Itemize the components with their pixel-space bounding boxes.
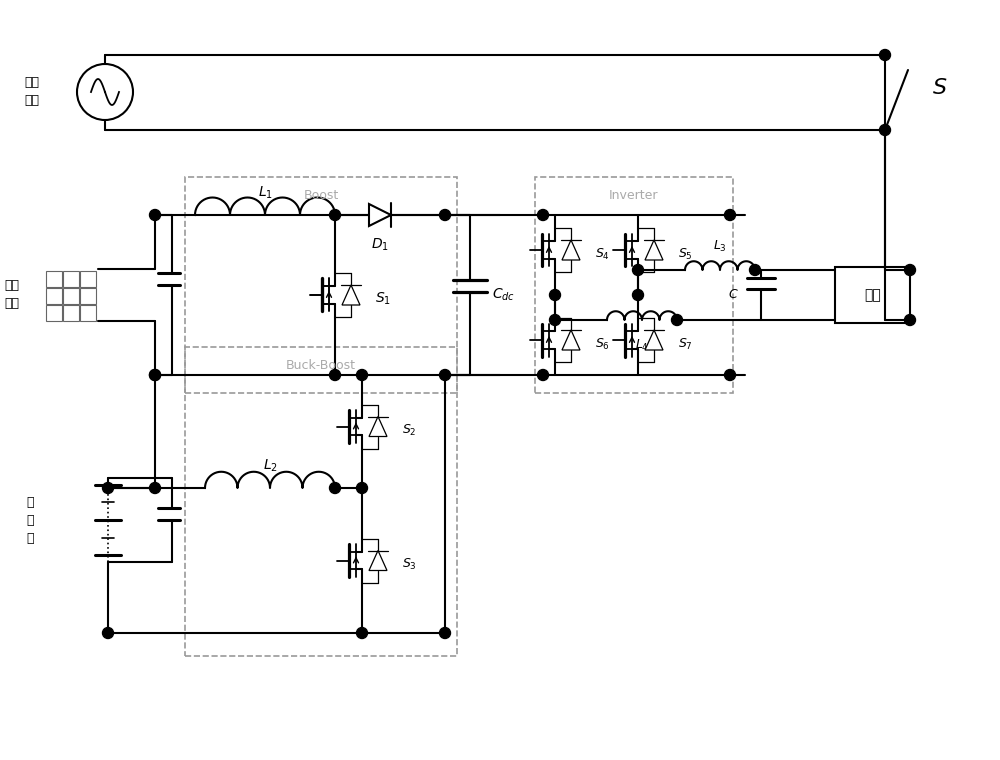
Text: 光伏
组件: 光伏 组件 [5,280,20,311]
Circle shape [356,369,368,381]
Bar [185,177,457,393]
Bar [80,271,96,287]
Polygon shape [369,204,391,226]
Circle shape [103,483,114,493]
Bar [46,305,62,321]
Circle shape [725,210,736,220]
Bar [46,271,62,287]
Polygon shape [342,285,360,305]
Circle shape [672,315,682,325]
Text: $S_7$: $S_7$ [678,337,693,352]
Text: $L_4$: $L_4$ [635,338,649,353]
Text: Boost: Boost [303,189,339,202]
Text: Inverter: Inverter [609,189,659,202]
Circle shape [550,315,560,325]
Bar [80,288,96,304]
Circle shape [150,210,160,220]
Bar [63,305,79,321]
Circle shape [150,483,160,493]
Circle shape [440,628,450,638]
Polygon shape [369,550,387,571]
Bar [63,288,79,304]
Circle shape [330,210,340,220]
Circle shape [725,369,736,381]
Circle shape [150,369,160,381]
Text: $C_{dc}$: $C_{dc}$ [492,287,515,303]
Polygon shape [645,240,663,260]
Text: 负载: 负载 [864,288,881,302]
Polygon shape [645,330,663,350]
Text: $L_2$: $L_2$ [263,458,277,474]
Circle shape [880,49,891,61]
Circle shape [440,369,450,381]
Bar [46,288,62,304]
Circle shape [356,628,368,638]
Circle shape [633,264,644,275]
Circle shape [440,210,450,220]
Text: $L_3$: $L_3$ [713,239,727,254]
Circle shape [538,369,548,381]
Text: 单相
电网: 单相 电网 [24,77,40,107]
Text: $C$: $C$ [728,289,739,302]
Circle shape [356,483,368,493]
Bar [535,177,733,393]
Text: Buck-Boost: Buck-Boost [286,359,356,372]
Circle shape [880,125,891,135]
Text: $S_1$: $S_1$ [375,291,391,307]
Text: $S_2$: $S_2$ [402,423,417,438]
Circle shape [330,483,340,493]
Bar [835,267,910,323]
Circle shape [750,264,761,275]
Circle shape [330,369,340,381]
Circle shape [904,264,916,275]
Circle shape [103,628,114,638]
Polygon shape [562,240,580,260]
Circle shape [550,290,560,300]
Circle shape [150,369,160,381]
Text: 锂
电
池: 锂 电 池 [26,496,34,544]
Bar [185,347,457,656]
Text: $S_3$: $S_3$ [402,557,417,572]
Circle shape [538,210,548,220]
Bar [63,271,79,287]
Bar [80,305,96,321]
Circle shape [904,315,916,325]
Text: $D_1$: $D_1$ [371,237,389,253]
Polygon shape [562,330,580,350]
Circle shape [633,290,644,300]
Text: $S_5$: $S_5$ [678,246,693,261]
Text: $S_4$: $S_4$ [595,246,610,261]
Text: $S_6$: $S_6$ [595,337,610,352]
Text: $S$: $S$ [932,78,947,97]
Text: $L_1$: $L_1$ [258,185,272,201]
Polygon shape [369,416,387,436]
